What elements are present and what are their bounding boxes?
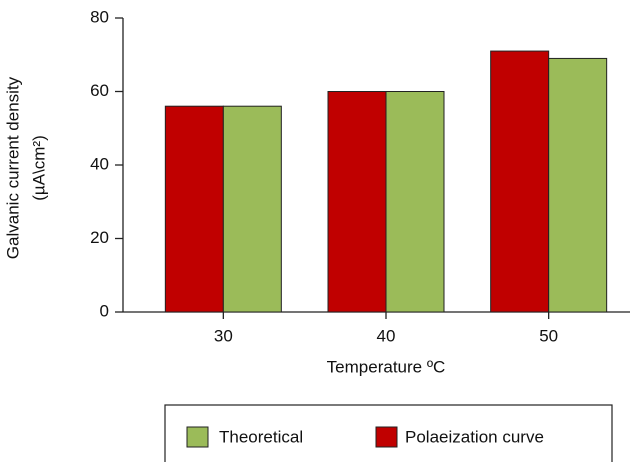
- x-tick-label: 40: [377, 326, 396, 345]
- legend-swatch: [375, 426, 398, 448]
- bar: [548, 57, 608, 313]
- bar: [222, 105, 282, 313]
- x-axis-label: Temperature ºC: [327, 357, 446, 376]
- y-tick-label: 0: [100, 301, 109, 320]
- bar: [164, 105, 224, 313]
- bar: [385, 91, 445, 313]
- legend-label: Theoretical: [219, 427, 303, 446]
- y-axis-label: (µA\cm²): [29, 135, 48, 201]
- bar: [327, 91, 387, 313]
- x-tick-label: 30: [214, 326, 233, 345]
- x-tick-label: 50: [539, 326, 558, 345]
- bar: [490, 50, 550, 313]
- y-tick-label: 80: [90, 7, 109, 26]
- y-axis-label: Galvanic current density: [3, 76, 22, 259]
- y-tick-label: 40: [90, 154, 109, 173]
- legend-box: [164, 404, 613, 462]
- y-tick-label: 20: [90, 228, 109, 247]
- legend-swatch: [186, 426, 209, 448]
- legend-label: Polaeization curve: [405, 427, 544, 446]
- y-tick-label: 60: [90, 81, 109, 100]
